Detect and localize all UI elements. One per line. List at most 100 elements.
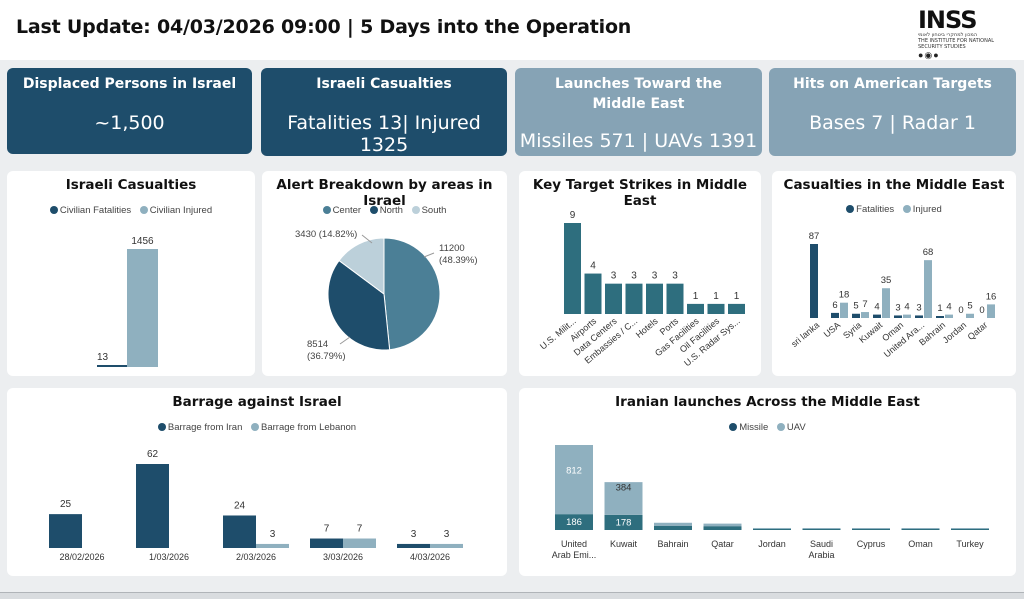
legend-dot-icon [846, 205, 855, 213]
tick-label: Jordan [758, 539, 786, 549]
bar [654, 522, 692, 526]
data-label: 1 [734, 291, 740, 302]
tick-label: Turkey [956, 539, 984, 549]
data-label: 1 [937, 303, 942, 314]
data-label: 3 [611, 271, 617, 282]
tick-label: Arab Emi... [552, 550, 597, 560]
bar [604, 482, 643, 515]
tick-label: Bahrain [657, 539, 688, 549]
bar [707, 303, 725, 314]
logo-text: INSS [918, 6, 978, 34]
legend-dot-icon [251, 423, 260, 431]
bar [987, 304, 995, 318]
kpi-title: Hits on American Targets [793, 76, 992, 92]
bar [894, 315, 902, 318]
bar [703, 523, 742, 527]
bar [802, 529, 841, 530]
bar [127, 249, 158, 367]
tick-label: Cyprus [857, 539, 886, 549]
data-label: 3 [652, 271, 658, 282]
bar [555, 445, 593, 515]
chart-svg: 13 1456 [97, 236, 158, 367]
bar [831, 312, 839, 318]
legend-label: Center [332, 205, 362, 216]
inss-logo: INSS המכון למחקרי ביטחון לאומי THE INSTI… [918, 6, 1004, 60]
top-bar: Last Update: 04/03/2026 09:00 | 5 Days i… [0, 0, 1024, 60]
bar [136, 464, 169, 548]
data-label: 87 [809, 231, 820, 242]
bar [687, 303, 704, 314]
data-label: 0 [958, 305, 963, 316]
bar [753, 528, 791, 530]
kpi-value: ~1,500 [94, 112, 165, 134]
tick-label: sri lanka [789, 320, 821, 349]
chart-title: Key Target Strikes in Middle East [532, 177, 748, 209]
data-label: 384 [616, 482, 632, 493]
chart-title: Alert Breakdown by areas in Israel [276, 177, 493, 209]
data-label: 4 [874, 302, 879, 313]
leader-line [423, 252, 435, 258]
legend-dot-icon [369, 206, 378, 214]
bar [852, 529, 890, 530]
data-label: 9 [570, 210, 576, 221]
bar [397, 543, 430, 548]
tick-label: 2/03/2026 [236, 552, 276, 562]
tick-label: Saudi [810, 539, 833, 549]
chart-title: Israeli Casualties [65, 177, 197, 193]
bar [584, 273, 602, 314]
card-me-casualties: Casualties in the Middle East Fatalities… [772, 171, 1016, 376]
data-label: 6 [832, 300, 837, 311]
bar [903, 314, 911, 318]
legend-label: Fatalities [856, 204, 895, 215]
bar [951, 529, 989, 530]
chart-legend: Barrage from Iran Barrage from Lebanon [7, 422, 507, 433]
slice-label: (36.79%) [307, 351, 346, 362]
bar [873, 314, 881, 318]
data-label: 186 [566, 517, 582, 528]
data-label: 7 [862, 299, 867, 310]
data-label: 5 [853, 301, 858, 312]
chart-svg: 11200(48.39%) 8514(36.79%) 3430 (14.82%) [295, 229, 478, 362]
chart-title: Barrage against Israel [172, 394, 342, 410]
bar [802, 528, 841, 529]
tick-label: Oman [908, 539, 933, 549]
bar [945, 314, 953, 318]
chart-title: Casualties in the Middle East [783, 177, 1005, 193]
pie-slice [338, 237, 385, 295]
bar [310, 538, 343, 548]
card-israeli-casualties: Israeli Casualties Civilian Fatalities C… [7, 171, 255, 376]
tick-label: Kuwait [857, 320, 885, 345]
bar [555, 514, 593, 530]
data-label: 4 [946, 302, 951, 313]
data-label: 62 [147, 449, 159, 460]
kpi-american-targets: Hits on American Targets Bases 7 | Radar… [769, 68, 1016, 156]
data-label: 1 [693, 291, 699, 302]
legend-label: Civilian Injured [149, 205, 213, 216]
kpi-value: Bases 7 | Radar 1 [809, 112, 976, 134]
chart-legend: Civilian Fatalities Civilian Injured [7, 205, 255, 216]
bar [810, 244, 818, 318]
page-title: Last Update: 04/03/2026 09:00 | 5 Days i… [16, 16, 632, 38]
card-iranian-launches: Iranian launches Across the Middle East … [519, 388, 1016, 576]
legend-dot-icon [776, 423, 785, 431]
bar [882, 288, 890, 318]
chart-legend: Fatalities Injured [772, 204, 1016, 215]
tick-label: Qatar [966, 320, 990, 342]
data-label: 18 [839, 290, 850, 301]
data-label: 68 [923, 247, 934, 258]
tick-label: Jordan [941, 320, 969, 345]
slice-label: 8514 [307, 339, 328, 350]
data-label: 178 [616, 517, 632, 528]
bar [753, 527, 791, 529]
slice-label: (48.39%) [439, 255, 478, 266]
data-label: 1456 [131, 236, 154, 247]
data-label: 3 [631, 271, 637, 282]
legend-label: Barrage from Iran [167, 422, 243, 433]
kpi-value: Missiles 571 | UAVs 1391 [519, 130, 758, 152]
logo-subtitle-en: THE INSTITUTE FOR NATIONAL SECURITY STUD… [918, 38, 995, 50]
logo-dots-icon: ●◉● [918, 50, 940, 60]
chart-legend: Missile UAV [519, 422, 1016, 433]
bar [625, 283, 643, 314]
